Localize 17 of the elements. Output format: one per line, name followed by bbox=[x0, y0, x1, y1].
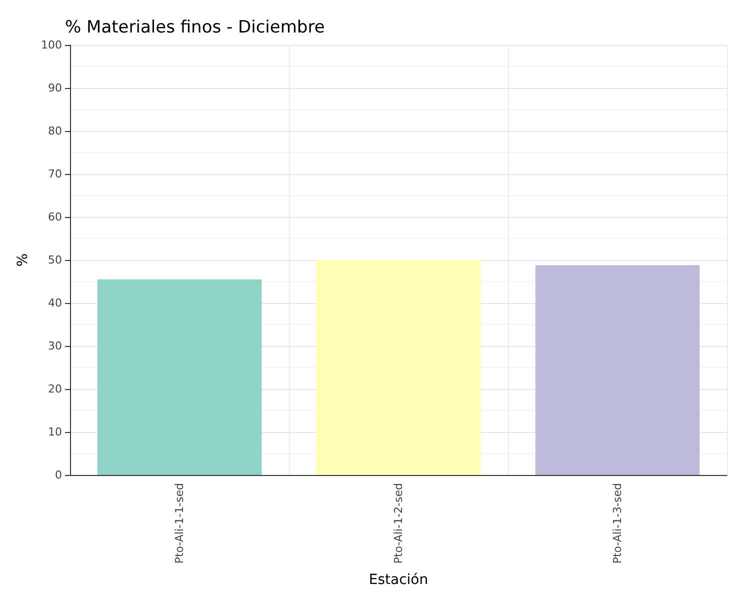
chart-title: % Materiales finos - Diciembre bbox=[65, 18, 325, 38]
y-tick-label: 20 bbox=[48, 382, 62, 396]
x-tick-label: Pto-Ali-1-1-sed bbox=[173, 483, 186, 564]
y-tick-label: 90 bbox=[48, 82, 62, 94]
y-tick-label: 40 bbox=[48, 296, 62, 310]
y-tick-label: 50 bbox=[48, 254, 62, 266]
y-tick-label: 60 bbox=[48, 210, 62, 224]
y-tick-label: 100 bbox=[41, 38, 62, 52]
x-axis-title: Estación bbox=[368, 572, 428, 588]
y-tick-label: 10 bbox=[48, 426, 62, 438]
y-tick-label: 30 bbox=[48, 340, 62, 352]
x-tick-label: Pto-Ali-1-2-sed bbox=[392, 483, 405, 564]
x-tick-label: Pto-Ali-1-3-sed bbox=[611, 483, 624, 564]
y-axis-title: % bbox=[15, 253, 31, 267]
y-tick-label: 0 bbox=[55, 468, 62, 482]
y-tick-label: 80 bbox=[48, 124, 62, 138]
y-tick-label: 70 bbox=[48, 168, 62, 180]
